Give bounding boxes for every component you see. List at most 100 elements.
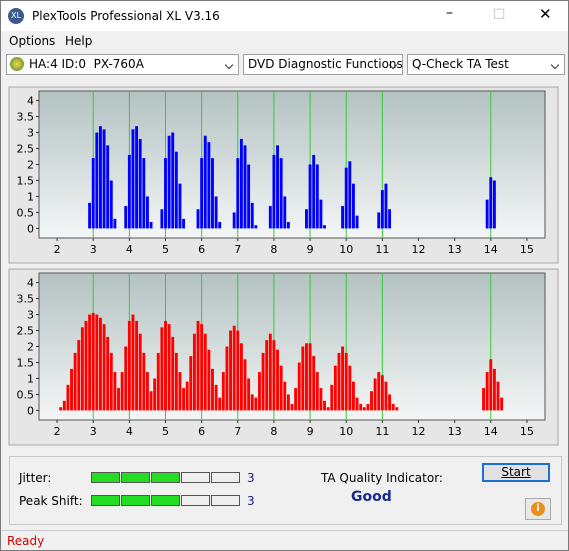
bar [236,330,240,411]
info-button[interactable]: i [525,498,551,520]
menu-options[interactable]: Options [9,34,56,48]
function-select[interactable]: DVD Diagnostic Functions [243,54,403,75]
bar [276,145,279,229]
bar [323,400,326,411]
x-tick-label: 12 [412,243,426,256]
x-tick-label: 7 [234,243,241,256]
status-text: Ready [7,534,45,548]
bar [243,359,247,411]
bar [189,356,193,411]
bar [308,164,312,229]
bar [380,375,384,411]
meter-segment [211,495,240,506]
x-tick-label: 3 [90,243,97,256]
drive-select[interactable]: HA:4 ID:0 PX-760A [6,54,239,75]
bar [164,158,167,229]
bar [207,349,211,411]
bar [167,324,171,411]
x-tick-label: 12 [412,425,426,438]
bar [200,324,204,411]
bar [149,222,153,229]
bar [160,209,164,229]
bar [308,343,312,411]
maximize[interactable]: □ [493,6,506,21]
y-tick-label: 0 [27,404,34,417]
bar [351,381,355,411]
bar [283,196,287,229]
bar [149,391,153,411]
x-tick-label: 9 [307,243,314,256]
bar [185,381,189,411]
x-tick-label: 5 [162,243,169,256]
minimize[interactable]: – [446,5,453,21]
bar [174,352,178,411]
bar [286,394,290,411]
bar [333,365,337,411]
test-text: Q-Check TA Test [412,57,509,71]
bar [153,378,157,411]
bar [178,372,182,411]
x-tick-label: 6 [198,243,205,256]
bar [366,404,370,411]
menu-help[interactable]: Help [65,34,93,48]
bar [276,349,279,411]
close[interactable]: ✕ [539,5,552,23]
x-tick-label: 7 [234,425,241,438]
peak-shift-label: Peak Shift: [19,494,83,508]
start-button[interactable]: Start [482,463,550,482]
bar [221,372,225,411]
bar [286,222,290,229]
bar [261,352,265,411]
bar [254,397,258,411]
bar [482,388,486,411]
y-tick-label: 1.5 [17,174,35,187]
y-tick-label: 1 [27,372,34,385]
bar [305,209,308,229]
y-tick-label: 0.5 [17,206,35,219]
bar [211,158,214,229]
bar [290,404,294,411]
bar [124,206,128,229]
bar [229,330,233,411]
bar [182,218,186,229]
bar [66,384,70,411]
bar [98,317,102,411]
bar [113,218,117,229]
meter-segment [181,495,210,506]
x-tick-label: 15 [520,243,534,256]
y-tick-label: 0 [27,222,34,235]
bar [145,372,149,411]
y-tick-label: 3 [27,309,34,322]
bar [211,368,214,411]
meter-segment [121,495,150,506]
bar [142,352,146,411]
function-text: DVD Diagnostic Functions [248,57,403,71]
bar [182,388,186,411]
bar [279,158,283,229]
bar [301,346,305,411]
ta-value: Good [351,489,392,505]
meter-segment [151,472,180,483]
status-bar: Ready [1,530,568,550]
bar [344,352,348,411]
bar [131,314,135,411]
bar [243,145,247,229]
window-title: PlexTools Professional XL V3.16 [32,9,220,23]
bar [485,372,489,411]
bar [384,183,388,229]
bar [351,183,355,229]
test-select[interactable]: Q-Check TA Test [407,54,565,75]
bar [102,324,106,411]
bar [214,196,218,229]
bar [370,391,373,411]
x-tick-label: 4 [126,425,133,438]
bar [384,381,388,411]
x-tick-label: 13 [448,425,462,438]
meter-segment [121,472,150,483]
bar [73,352,77,411]
x-tick-label: 10 [339,425,353,438]
jitter-label: Jitter: [19,471,52,485]
y-tick-label: 4 [27,277,34,290]
bar [305,343,308,411]
meter-segment [181,472,210,483]
